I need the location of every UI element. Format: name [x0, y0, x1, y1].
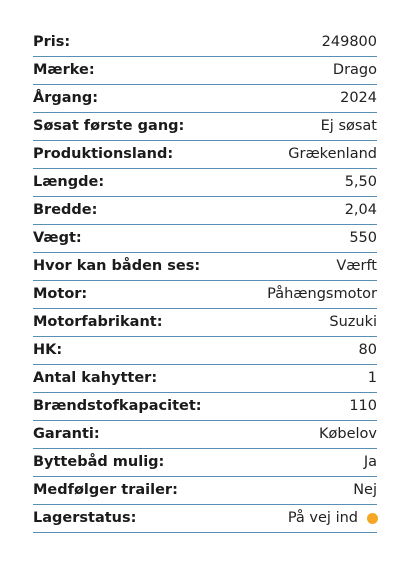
spec-value: 2,04	[344, 202, 377, 219]
spec-label: Motor:	[33, 286, 88, 303]
spec-value: 5,50	[344, 174, 377, 191]
spec-value: Købelov	[319, 426, 377, 443]
spec-row-country: Produktionsland: Grækenland	[33, 141, 377, 169]
spec-value: 80	[358, 342, 377, 359]
spec-row-width: Bredde: 2,04	[33, 197, 377, 225]
spec-value: Ja	[363, 454, 377, 471]
spec-row-length: Længde: 5,50	[33, 169, 377, 197]
spec-value: Ej søsat	[320, 118, 377, 135]
spec-label: Bredde:	[33, 202, 98, 219]
spec-value: Nej	[353, 482, 377, 499]
spec-label: Brændstofkapacitet:	[33, 398, 202, 415]
spec-label: Vægt:	[33, 230, 82, 247]
spec-label: Motorfabrikant:	[33, 314, 163, 331]
spec-value: Værft	[336, 258, 377, 275]
spec-label: Antal kahytter:	[33, 370, 158, 387]
stock-status-text: På vej ind	[287, 510, 358, 527]
spec-row-location: Hvor kan båden ses: Værft	[33, 253, 377, 281]
spec-row-trailer: Medfølger trailer: Nej	[33, 477, 377, 505]
spec-value: 110	[349, 398, 377, 415]
spec-value: Grækenland	[288, 146, 377, 163]
spec-row-horsepower: HK: 80	[33, 337, 377, 365]
spec-label: Produktionsland:	[33, 146, 174, 163]
spec-value: Påhængsmotor	[267, 286, 377, 303]
spec-label: Søsat første gang:	[33, 118, 185, 135]
spec-row-engine: Motor: Påhængsmotor	[33, 281, 377, 309]
spec-label: Medfølger trailer:	[33, 482, 178, 499]
spec-row-stock-status: Lagerstatus: På vej ind	[33, 505, 378, 533]
spec-label: Garanti:	[33, 426, 100, 443]
spec-value: 2024	[340, 90, 377, 107]
spec-label: Pris:	[33, 34, 71, 51]
spec-table: Pris: 249800 Mærke: Drago Årgang: 2024 S…	[33, 29, 378, 533]
spec-row-weight: Vægt: 550	[33, 225, 377, 253]
spec-value: 249800	[321, 34, 377, 51]
spec-row-brand: Mærke: Drago	[33, 57, 377, 85]
spec-row-year: Årgang: 2024	[33, 85, 377, 113]
spec-row-first-launch: Søsat første gang: Ej søsat	[33, 113, 377, 141]
spec-label: Mærke:	[33, 62, 95, 79]
spec-label: Lagerstatus:	[33, 510, 137, 527]
spec-value: Suzuki	[329, 314, 377, 331]
spec-label: HK:	[33, 342, 63, 359]
spec-row-trade-in: Byttebåd mulig: Ja	[33, 449, 377, 477]
spec-value-with-status: På vej ind	[287, 510, 378, 527]
status-dot-icon	[367, 513, 378, 524]
spec-value: 550	[349, 230, 377, 247]
spec-label: Byttebåd mulig:	[33, 454, 165, 471]
spec-value: 1	[367, 370, 377, 387]
spec-value: Drago	[332, 62, 377, 79]
spec-row-warranty: Garanti: Købelov	[33, 421, 377, 449]
spec-label: Årgang:	[33, 90, 99, 107]
spec-label: Længde:	[33, 174, 105, 191]
spec-row-fuel-capacity: Brændstofkapacitet: 110	[33, 393, 377, 421]
spec-label: Hvor kan båden ses:	[33, 258, 201, 275]
spec-row-cabins: Antal kahytter: 1	[33, 365, 377, 393]
spec-row-engine-maker: Motorfabrikant: Suzuki	[33, 309, 377, 337]
spec-row-price: Pris: 249800	[33, 29, 377, 57]
